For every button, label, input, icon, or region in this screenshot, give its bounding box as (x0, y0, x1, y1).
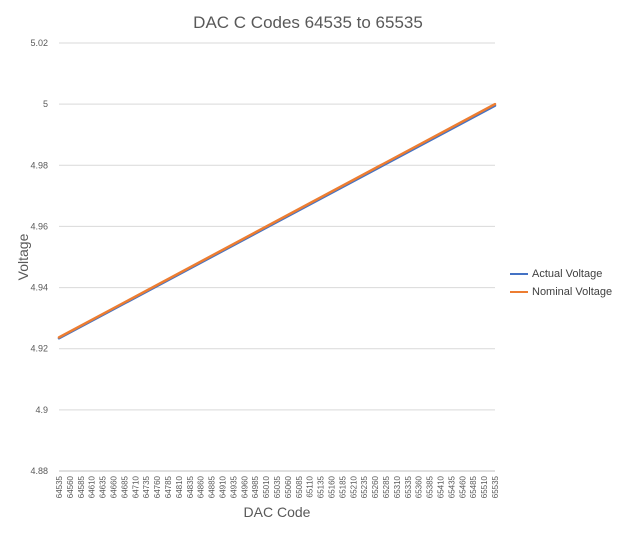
y-tick-label: 4.88 (30, 466, 48, 476)
x-tick-labels: 64535 64560 64585 64610 64635 64660 64685 64710… (55, 475, 500, 498)
x-tick-label: 65235 (360, 475, 369, 498)
x-tick-label: 64785 (164, 475, 173, 498)
x-tick-label: 64960 (240, 475, 249, 498)
series-line-nominal-voltage (57, 102, 497, 339)
y-tick-labels: 4.88 4.9 4.92 4.94 4.96 4.98 5 5.02 (30, 38, 48, 476)
x-tick-label: 64810 (175, 475, 184, 498)
gridlines (59, 42, 495, 472)
x-tick-label: 65160 (328, 475, 337, 498)
y-tick-label: 5.02 (30, 38, 48, 48)
x-tick-label: 65310 (393, 475, 402, 498)
x-tick-label: 64860 (197, 475, 206, 498)
x-tick-label: 65035 (273, 475, 282, 498)
x-tick-label: 65535 (491, 475, 500, 498)
x-axis-label: DAC Code (244, 504, 311, 520)
x-tick-label: 64835 (186, 475, 195, 498)
x-tick-label: 64635 (99, 475, 108, 498)
x-tick-label: 64685 (120, 475, 129, 498)
legend-item-actual: Actual Voltage (510, 265, 612, 283)
y-tick-label: 5 (43, 99, 48, 109)
x-tick-label: 65385 (426, 475, 435, 498)
x-tick-label: 65185 (338, 475, 347, 498)
x-tick-label: 65335 (404, 475, 413, 498)
x-tick-label: 64535 (55, 475, 64, 498)
x-tick-label: 65510 (480, 475, 489, 498)
x-tick-label: 65285 (382, 475, 391, 498)
y-tick-label: 4.92 (30, 344, 48, 354)
x-tick-label: 65460 (458, 475, 467, 498)
legend-item-nominal: Nominal Voltage (510, 283, 612, 301)
legend-label-nominal: Nominal Voltage (532, 286, 613, 298)
x-tick-label: 65085 (295, 475, 304, 498)
x-tick-label: 64660 (110, 475, 119, 498)
series-lines (57, 102, 497, 340)
legend-label-actual: Actual Voltage (532, 268, 603, 280)
x-tick-label: 64560 (66, 475, 75, 498)
x-tick-label: 65260 (371, 475, 380, 498)
x-tick-label: 64885 (208, 475, 217, 498)
y-tick-label: 4.94 (30, 283, 48, 293)
x-tick-label: 65210 (349, 475, 358, 498)
x-tick-label: 65435 (447, 475, 456, 498)
legend-swatch-actual (510, 272, 528, 276)
y-axis-label: Voltage (15, 233, 31, 280)
x-tick-label: 64735 (142, 475, 151, 498)
x-tick-label: 64935 (229, 475, 238, 498)
x-tick-label: 64610 (88, 475, 97, 498)
y-tick-label: 4.9 (35, 405, 48, 415)
x-tick-label: 65410 (437, 475, 446, 498)
x-tick-label: 65360 (415, 475, 424, 498)
x-tick-label: 65110 (306, 475, 315, 497)
x-tick-label: 65135 (317, 475, 326, 498)
x-tick-label: 64760 (153, 475, 162, 498)
x-tick-label: 64985 (251, 475, 260, 498)
x-tick-label: 64910 (219, 475, 228, 498)
y-tick-label: 4.98 (30, 160, 48, 170)
y-tick-label: 4.96 (30, 221, 48, 231)
x-tick-label: 65485 (469, 475, 478, 498)
legend-swatch-nominal (510, 290, 528, 294)
x-tick-label: 65010 (262, 475, 271, 498)
x-tick-label: 65060 (284, 475, 293, 498)
legend: Actual Voltage Nominal Voltage (510, 265, 612, 301)
x-tick-label: 64710 (131, 475, 140, 498)
x-tick-label: 64585 (77, 475, 86, 498)
chart-title: DAC C Codes 64535 to 65535 (193, 13, 423, 32)
